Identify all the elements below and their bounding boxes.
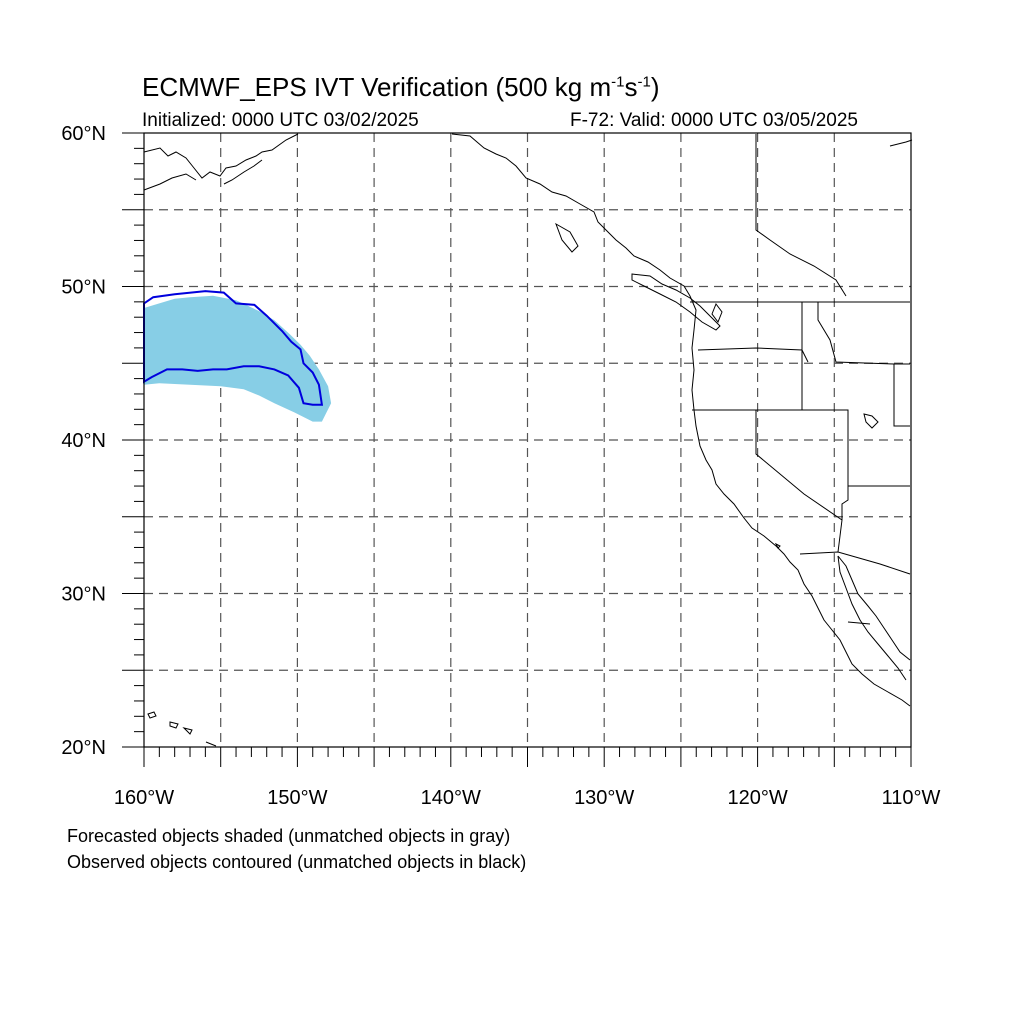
- political-boundaries: [690, 134, 911, 625]
- latitude-labels: 60°N 50°N 40°N 30°N 20°N: [61, 123, 106, 759]
- forecast-object-shaded: [144, 295, 332, 422]
- longitude-label: 140°W: [421, 787, 481, 809]
- longitude-label: 130°W: [574, 787, 634, 809]
- observed-object-contour: [143, 290, 324, 406]
- longitude-label: 110°W: [882, 787, 941, 809]
- map-frame: [143, 132, 912, 748]
- longitude-label: 160°W: [114, 787, 174, 809]
- valid-time: F-72: Valid: 0000 UTC 03/05/2025: [570, 110, 858, 131]
- observed-legend-note: Observed objects contoured (unmatched ob…: [67, 852, 527, 872]
- longitude-labels: 160°W 150°W 140°W 130°W 120°W 110°W: [114, 787, 941, 809]
- forecast-legend-note: Forecasted objects shaded (unmatched obj…: [67, 826, 511, 846]
- graticule: [144, 133, 911, 747]
- latitude-label: 50°N: [61, 277, 106, 299]
- latitude-label: 40°N: [61, 430, 106, 452]
- latitude-label: 60°N: [61, 123, 106, 145]
- longitude-label: 150°W: [267, 787, 327, 809]
- initialized-time: Initialized: 0000 UTC 03/02/2025: [142, 110, 419, 131]
- latitude-label: 20°N: [61, 737, 106, 759]
- axis-ticks: [122, 132, 912, 767]
- latitude-label: 30°N: [61, 584, 106, 606]
- longitude-label: 120°W: [727, 787, 787, 809]
- map-title: ECMWF_EPS IVT Verification (500 kg m-1s-…: [142, 72, 660, 102]
